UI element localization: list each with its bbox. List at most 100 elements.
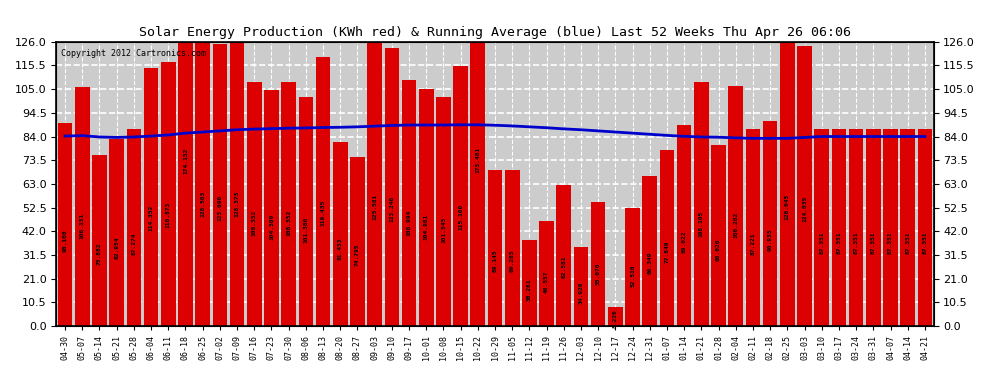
Bar [195, 36, 210, 326]
Bar [780, 42, 795, 326]
Bar [626, 207, 640, 326]
Bar [659, 150, 674, 326]
Bar [57, 123, 72, 326]
Text: 75.882: 75.882 [97, 243, 102, 266]
Text: 38.261: 38.261 [527, 279, 532, 301]
Text: 87.351: 87.351 [923, 232, 928, 255]
Text: 106.151: 106.151 [80, 212, 85, 238]
Bar [230, 36, 245, 326]
Bar [608, 308, 623, 326]
Bar [470, 0, 485, 326]
Bar [866, 129, 881, 326]
Text: 116.873: 116.873 [165, 202, 170, 228]
Text: 108.994: 108.994 [407, 210, 412, 236]
Bar [384, 48, 399, 326]
Text: 87.274: 87.274 [132, 232, 137, 255]
Text: 124.035: 124.035 [802, 195, 807, 222]
Bar [247, 82, 261, 326]
Text: 108.352: 108.352 [286, 210, 291, 237]
Bar [901, 129, 915, 326]
Text: 119.435: 119.435 [321, 200, 326, 226]
Bar [75, 87, 89, 326]
Bar [848, 129, 863, 326]
Bar [437, 97, 450, 326]
Bar [677, 125, 691, 326]
Text: 101.386: 101.386 [303, 217, 308, 243]
Bar [522, 240, 537, 326]
Text: 90.935: 90.935 [767, 229, 772, 251]
Text: 123.246: 123.246 [389, 196, 394, 222]
Text: 69.285: 69.285 [510, 249, 515, 272]
Text: 125.090: 125.090 [218, 194, 223, 220]
Bar [763, 121, 777, 326]
Text: 87.351: 87.351 [820, 232, 825, 255]
Bar [419, 89, 434, 326]
Text: 90.100: 90.100 [62, 230, 67, 252]
Title: Solar Energy Production (KWh red) & Running Average (blue) Last 52 Weeks Thu Apr: Solar Energy Production (KWh red) & Runn… [139, 26, 851, 39]
Text: Copyright 2012 Cartronics.com: Copyright 2012 Cartronics.com [60, 49, 206, 58]
Text: 101.545: 101.545 [441, 217, 446, 243]
Bar [178, 0, 193, 326]
Bar [109, 139, 124, 326]
Text: 174.152: 174.152 [183, 148, 188, 174]
Bar [832, 129, 846, 326]
Bar [453, 66, 468, 326]
Text: 77.849: 77.849 [664, 241, 669, 264]
Bar [367, 43, 382, 326]
Text: 104.981: 104.981 [424, 213, 429, 240]
Bar [127, 129, 142, 326]
Bar [591, 202, 606, 326]
Text: 52.510: 52.510 [630, 265, 635, 288]
Bar [281, 82, 296, 326]
Bar [488, 170, 502, 326]
Bar [299, 98, 313, 326]
Bar [213, 44, 227, 326]
Bar [745, 129, 760, 326]
Bar [333, 142, 347, 326]
Text: 82.954: 82.954 [114, 236, 119, 259]
Text: 87.351: 87.351 [871, 232, 876, 255]
Bar [643, 176, 657, 326]
Text: 66.349: 66.349 [647, 252, 652, 274]
Bar [573, 247, 588, 326]
Text: 104.589: 104.589 [269, 214, 274, 240]
Text: 106.282: 106.282 [734, 212, 739, 238]
Text: 81.453: 81.453 [338, 238, 343, 260]
Text: 114.352: 114.352 [148, 204, 153, 231]
Text: 128.373: 128.373 [235, 191, 240, 217]
Text: 34.926: 34.926 [578, 282, 583, 304]
Text: 89.022: 89.022 [682, 230, 687, 253]
Text: 87.351: 87.351 [888, 232, 893, 255]
Text: 115.100: 115.100 [458, 204, 463, 230]
Bar [316, 57, 331, 326]
Bar [694, 82, 709, 326]
Text: 125.581: 125.581 [372, 194, 377, 220]
Bar [92, 155, 107, 326]
Bar [797, 46, 812, 326]
Text: 87.351: 87.351 [853, 232, 858, 255]
Text: 175.481: 175.481 [475, 147, 480, 173]
Bar [711, 146, 726, 326]
Text: 126.045: 126.045 [785, 194, 790, 220]
Bar [350, 157, 364, 326]
Bar [505, 170, 520, 326]
Text: 80.026: 80.026 [716, 239, 721, 261]
Text: 108.352: 108.352 [251, 210, 256, 237]
Bar [556, 185, 571, 326]
Text: 128.503: 128.503 [200, 191, 205, 217]
Text: 46.557: 46.557 [544, 271, 549, 293]
Text: 62.581: 62.581 [561, 255, 566, 278]
Text: 87.351: 87.351 [837, 232, 842, 255]
Text: 108.105: 108.105 [699, 210, 704, 237]
Bar [402, 80, 417, 326]
Bar [161, 62, 175, 326]
Bar [815, 129, 829, 326]
Bar [729, 86, 743, 326]
Bar [918, 129, 933, 326]
Text: 87.221: 87.221 [750, 232, 755, 255]
Bar [264, 90, 279, 326]
Bar [883, 129, 898, 326]
Text: 69.145: 69.145 [492, 249, 498, 272]
Bar [144, 68, 158, 326]
Text: 87.351: 87.351 [905, 232, 910, 255]
